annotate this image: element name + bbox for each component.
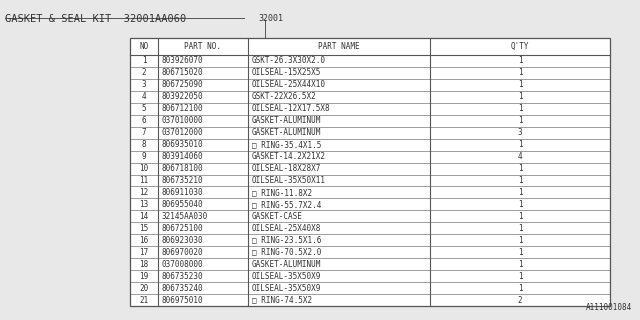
Text: 806911030: 806911030 [161,188,203,197]
Text: A111001084: A111001084 [586,303,632,312]
Text: 1: 1 [141,56,147,66]
Text: 1: 1 [518,248,522,257]
Text: 2: 2 [518,296,522,305]
Text: 803914060: 803914060 [161,152,203,161]
Text: 13: 13 [140,200,148,209]
Text: 037012000: 037012000 [161,128,203,137]
Text: 3: 3 [141,80,147,89]
Text: 1: 1 [518,104,522,113]
Text: 20: 20 [140,284,148,292]
Text: GSKT-22X26.5X2: GSKT-22X26.5X2 [252,92,317,101]
Text: 21: 21 [140,296,148,305]
Text: 14: 14 [140,212,148,221]
Text: 9: 9 [141,152,147,161]
FancyBboxPatch shape [130,38,610,306]
Text: 15: 15 [140,224,148,233]
Text: PART NAME: PART NAME [318,42,360,51]
Text: 1: 1 [518,92,522,101]
Text: 803926070: 803926070 [161,56,203,66]
Text: 806975010: 806975010 [161,296,203,305]
Text: 806735240: 806735240 [161,284,203,292]
Text: Q'TY: Q'TY [511,42,529,51]
Text: □ RING-11.8X2: □ RING-11.8X2 [252,188,312,197]
Text: □ RING-74.5X2: □ RING-74.5X2 [252,296,312,305]
Text: 806718100: 806718100 [161,164,203,173]
Text: 806970020: 806970020 [161,248,203,257]
Text: OILSEAL-18X28X7: OILSEAL-18X28X7 [252,164,321,173]
Text: 806725100: 806725100 [161,224,203,233]
Text: GASKET-CASE: GASKET-CASE [252,212,303,221]
Text: GASKET-14.2X21X2: GASKET-14.2X21X2 [252,152,326,161]
Text: 1: 1 [518,224,522,233]
Text: OILSEAL-35X50X11: OILSEAL-35X50X11 [252,176,326,185]
Text: 1: 1 [518,188,522,197]
Text: 1: 1 [518,80,522,89]
Text: 4: 4 [141,92,147,101]
Text: 1: 1 [518,260,522,269]
Text: OILSEAL-25X40X8: OILSEAL-25X40X8 [252,224,321,233]
Text: 1: 1 [518,200,522,209]
Text: 8: 8 [141,140,147,149]
Text: 806725090: 806725090 [161,80,203,89]
Text: GASKET-ALUMINUM: GASKET-ALUMINUM [252,260,321,269]
Text: 1: 1 [518,116,522,125]
Text: 16: 16 [140,236,148,245]
Text: 18: 18 [140,260,148,269]
Text: OILSEAL-12X17.5X8: OILSEAL-12X17.5X8 [252,104,331,113]
Text: 037008000: 037008000 [161,260,203,269]
Text: 1: 1 [518,68,522,77]
Text: 806712100: 806712100 [161,104,203,113]
Text: 1: 1 [518,212,522,221]
Text: 32145AA030: 32145AA030 [161,212,207,221]
Text: OILSEAL-25X44X10: OILSEAL-25X44X10 [252,80,326,89]
Text: 1: 1 [518,284,522,292]
Text: 1: 1 [518,56,522,66]
Text: 806715020: 806715020 [161,68,203,77]
Text: 32001: 32001 [258,14,283,23]
Text: 17: 17 [140,248,148,257]
Text: 4: 4 [518,152,522,161]
Text: 11: 11 [140,176,148,185]
Text: 2: 2 [141,68,147,77]
Text: 037010000: 037010000 [161,116,203,125]
Text: 12: 12 [140,188,148,197]
Text: GASKET-ALUMINUM: GASKET-ALUMINUM [252,116,321,125]
Text: GASKET & SEAL KIT  32001AA060: GASKET & SEAL KIT 32001AA060 [5,14,186,24]
Text: OILSEAL-35X50X9: OILSEAL-35X50X9 [252,284,321,292]
Text: 3: 3 [518,128,522,137]
Text: 806735230: 806735230 [161,272,203,281]
Text: 806955040: 806955040 [161,200,203,209]
Text: 19: 19 [140,272,148,281]
Text: 803922050: 803922050 [161,92,203,101]
Text: 7: 7 [141,128,147,137]
Text: 1: 1 [518,272,522,281]
Text: 1: 1 [518,164,522,173]
Text: GSKT-26.3X30X2.0: GSKT-26.3X30X2.0 [252,56,326,66]
Text: 6: 6 [141,116,147,125]
Text: □ RING-23.5X1.6: □ RING-23.5X1.6 [252,236,321,245]
Text: OILSEAL-15X25X5: OILSEAL-15X25X5 [252,68,321,77]
Text: 10: 10 [140,164,148,173]
Text: □ RING-55.7X2.4: □ RING-55.7X2.4 [252,200,321,209]
Text: OILSEAL-35X50X9: OILSEAL-35X50X9 [252,272,321,281]
Text: PART NO.: PART NO. [184,42,221,51]
Text: □ RING-70.5X2.0: □ RING-70.5X2.0 [252,248,321,257]
Text: 806923030: 806923030 [161,236,203,245]
Text: 806735210: 806735210 [161,176,203,185]
Text: 806935010: 806935010 [161,140,203,149]
Text: 5: 5 [141,104,147,113]
Text: NO: NO [140,42,148,51]
Text: □ RING-35.4X1.5: □ RING-35.4X1.5 [252,140,321,149]
Text: 1: 1 [518,176,522,185]
Text: 1: 1 [518,140,522,149]
Text: 1: 1 [518,236,522,245]
Text: GASKET-ALUMINUM: GASKET-ALUMINUM [252,128,321,137]
